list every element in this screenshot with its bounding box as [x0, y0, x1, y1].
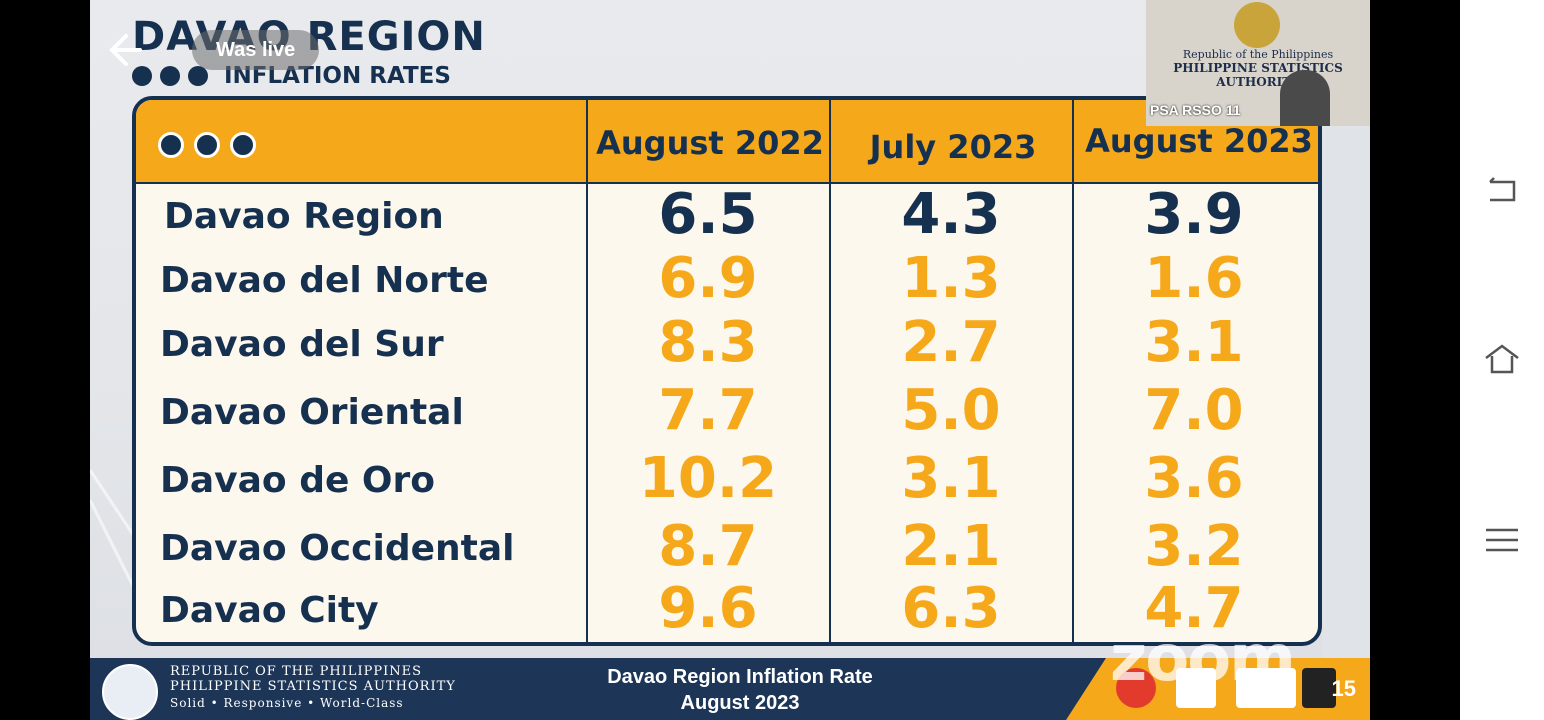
row-label: Davao del Norte — [160, 260, 489, 301]
webcam-thumbnail[interactable]: Republic of the Philippines Philippine S… — [1146, 0, 1370, 126]
table-cell: 8.3 — [658, 310, 758, 375]
table-cell: 1.6 — [1144, 246, 1244, 311]
zoom-watermark: zoom — [1110, 622, 1296, 696]
footer-org-line3: Solid • Responsive • World-Class — [170, 696, 404, 710]
row-label: Davao City — [160, 590, 379, 631]
column-divider — [586, 100, 588, 642]
row-label: Davao del Sur — [160, 324, 444, 365]
footer-org-line2: Philippine Statistics Authority — [170, 679, 456, 694]
table-cell: 3.1 — [1144, 310, 1244, 375]
page-number: 15 — [1331, 676, 1356, 701]
webcam-banner-line1: Republic of the Philippines — [1182, 48, 1334, 61]
android-nav-bar — [1460, 0, 1544, 720]
psa-seal-icon — [102, 664, 158, 720]
row-label: Davao Region — [164, 196, 444, 237]
row-label: Davao de Oro — [160, 460, 436, 501]
back-icon[interactable] — [1484, 172, 1520, 208]
iso-badge-icon — [1236, 668, 1296, 708]
row-label: Davao Occidental — [160, 528, 515, 569]
footer-title-line1: Davao Region Inflation Rate — [607, 666, 873, 688]
presenter-figure — [1280, 70, 1330, 126]
back-arrow-icon[interactable] — [100, 28, 144, 72]
footer-title-line2: August 2023 — [680, 692, 800, 714]
row-label: Davao Oriental — [160, 392, 464, 433]
table-header: August 2022 July 2023 August 2023 — [136, 100, 1318, 182]
footer-accent: 15 — [1066, 658, 1370, 720]
background-structure — [90, 100, 1370, 660]
table-cell: 3.9 — [1144, 182, 1244, 247]
table-cell: 4.3 — [901, 182, 1001, 247]
qr-code-icon — [1302, 668, 1336, 708]
header-divider — [136, 182, 1318, 184]
table-cell: 3.6 — [1144, 446, 1244, 511]
certification-badge-icon — [1176, 668, 1216, 708]
recents-icon[interactable] — [1484, 522, 1520, 558]
column-header-aug-2022: August 2022 — [596, 124, 824, 162]
footer-org: Republic of the Philippines Philippine S… — [170, 664, 456, 711]
footer-org-line1: Republic of the Philippines — [170, 664, 422, 679]
table-cell: 3.2 — [1144, 514, 1244, 579]
table-cell: 2.7 — [901, 310, 1001, 375]
was-live-badge: Was live — [192, 30, 320, 70]
table-cell: 2.1 — [901, 514, 1001, 579]
psa-logo-icon — [1234, 2, 1280, 48]
table-cell: 7.0 — [1144, 378, 1244, 443]
column-header-jul-2023: July 2023 — [869, 128, 1037, 166]
table-cell: 4.7 — [1144, 576, 1244, 641]
column-divider — [829, 100, 831, 642]
bagong-pilipinas-logo-icon — [1116, 668, 1156, 708]
header-dots — [158, 132, 256, 158]
table-cell: 6.5 — [658, 182, 758, 247]
title-dots — [132, 66, 208, 86]
column-divider — [1072, 100, 1074, 642]
table-cell: 3.1 — [901, 446, 1001, 511]
table-cell: 9.6 — [658, 576, 758, 641]
webcam-label: PSA RSSO 11 — [1150, 102, 1241, 118]
home-icon[interactable] — [1484, 342, 1520, 378]
table-cell: 5.0 — [901, 378, 1001, 443]
table-cell: 10.2 — [638, 446, 778, 511]
table-cell: 6.3 — [901, 576, 1001, 641]
webcam-banner-line2: Philippine Statistics Authority — [1173, 61, 1343, 89]
inflation-table: August 2022 July 2023 August 2023 Davao … — [132, 96, 1322, 646]
table-cell: 6.9 — [658, 246, 758, 311]
slide-footer: Republic of the Philippines Philippine S… — [90, 658, 1370, 720]
column-header-aug-2023: August 2023 — [1085, 122, 1313, 160]
webcam-banner: Republic of the Philippines Philippine S… — [1156, 48, 1360, 89]
table-cell: 1.3 — [901, 246, 1001, 311]
footer-title: Davao Region Inflation Rate August 2023 — [560, 664, 920, 716]
table-cell: 8.7 — [658, 514, 758, 579]
table-cell: 7.7 — [658, 378, 758, 443]
